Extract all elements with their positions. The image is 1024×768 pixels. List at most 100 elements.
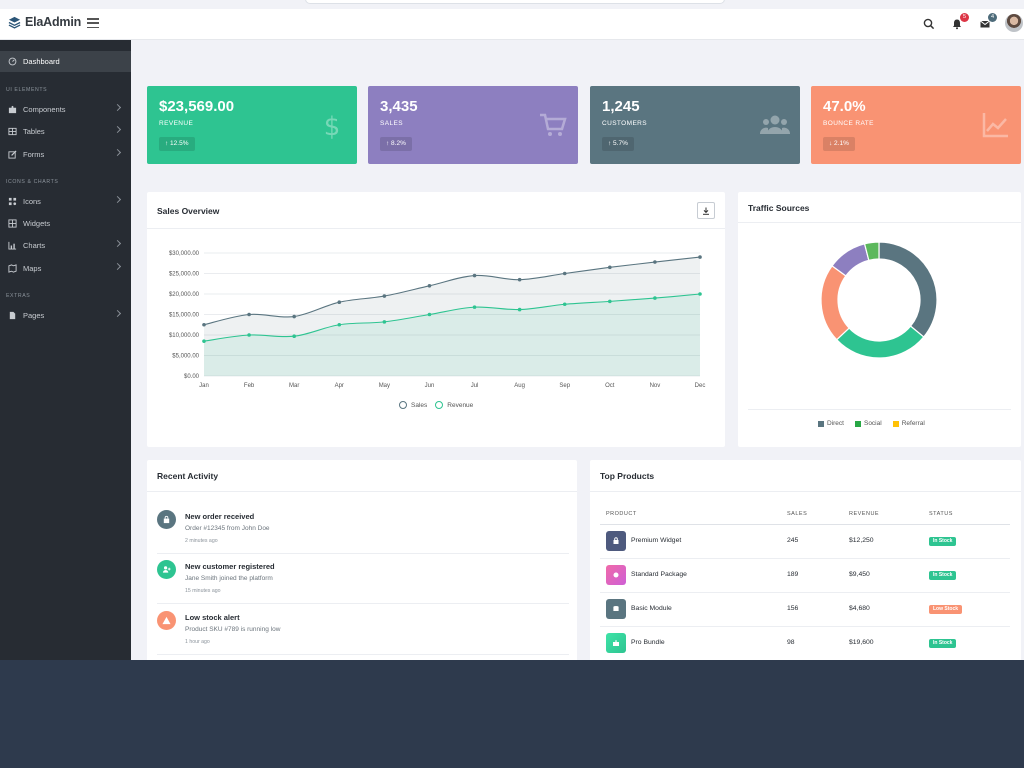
- layers-logo-icon: [8, 16, 21, 29]
- divider: [600, 626, 1010, 627]
- data-point[interactable]: [653, 260, 657, 264]
- donut-slice[interactable]: [863, 241, 880, 262]
- sidebar-item-charts[interactable]: Charts: [0, 236, 131, 254]
- sidebar-item-dashboard[interactable]: Dashboard: [0, 51, 131, 72]
- data-point[interactable]: [608, 299, 612, 304]
- chevron-right-icon: [113, 239, 122, 248]
- data-point[interactable]: [292, 314, 296, 319]
- donut-slice[interactable]: [835, 325, 925, 359]
- y-tick-label: $20,000.00: [169, 292, 200, 298]
- table-row[interactable]: Basic Module 156 $4,680 Low Stock: [600, 593, 1010, 627]
- table-row[interactable]: Standard Package 189 $9,450 In Stock: [600, 559, 1010, 593]
- product-revenue: $12,250: [849, 537, 874, 544]
- activity-desc: Jane Smith joined the platform: [185, 575, 273, 582]
- x-tick-label: Sep: [559, 383, 570, 389]
- stat-value: 3,435: [380, 98, 418, 115]
- bell-icon: [953, 19, 961, 30]
- table-row[interactable]: Premium Widget 245 $12,250 In Stock: [600, 525, 1010, 559]
- sidebar-item-tables[interactable]: Tables: [0, 122, 131, 140]
- activity-item[interactable]: New customer registered Jane Smith joine…: [157, 560, 569, 610]
- column-header-revenue: REVENUE: [849, 511, 880, 517]
- product-revenue: $4,680: [849, 605, 870, 612]
- card-divider: [147, 491, 577, 492]
- stat-change: ↑ 12.5%: [159, 137, 195, 151]
- data-point[interactable]: [517, 277, 522, 282]
- chevron-right-icon: [113, 309, 122, 318]
- donut-slice[interactable]: [820, 265, 850, 341]
- stat-card-revenue: $23,569.00 REVENUE ↑ 12.5% $: [147, 86, 357, 164]
- data-point[interactable]: [202, 322, 206, 327]
- stat-label: BOUNCE RATE: [823, 120, 874, 127]
- browser-strip: [0, 0, 1024, 9]
- sidebar-item-icons[interactable]: Icons: [0, 192, 131, 210]
- product-icon: [606, 599, 626, 619]
- x-tick-label: Mar: [289, 383, 299, 389]
- product-icon: [606, 531, 626, 551]
- sidebar-item-label: Components: [23, 104, 66, 114]
- messages-button[interactable]: 4: [978, 13, 997, 31]
- search-icon[interactable]: [922, 17, 936, 31]
- data-point[interactable]: [202, 339, 206, 343]
- menu-toggle-icon[interactable]: [87, 18, 99, 29]
- data-point[interactable]: [608, 265, 612, 270]
- y-tick-label: $15,000.00: [169, 313, 200, 319]
- nav-section-ui-elements: UI ELEMENTS: [6, 87, 48, 93]
- data-point[interactable]: [517, 307, 522, 312]
- x-tick-label: Jan: [199, 383, 209, 389]
- app-logo[interactable]: ElaAdmin: [8, 15, 81, 29]
- sidebar-item-components[interactable]: Components: [0, 100, 131, 118]
- stat-change: ↑ 5.7%: [602, 137, 634, 151]
- data-point[interactable]: [337, 322, 342, 327]
- download-icon: [703, 207, 709, 215]
- product-icon: [606, 565, 626, 585]
- data-point[interactable]: [472, 273, 477, 278]
- sidebar-item-widgets[interactable]: Widgets: [0, 214, 131, 232]
- map-icon: [7, 263, 17, 273]
- top-header: ElaAdmin 5 4: [0, 9, 1024, 40]
- data-point[interactable]: [562, 302, 567, 307]
- y-tick-label: $30,000.00: [169, 251, 200, 257]
- y-tick-label: $10,000.00: [169, 333, 200, 339]
- edit-icon: [7, 149, 17, 159]
- sales-overview-chart: $0.00 $5,000.00 $10,000.00 $15,000.00 $20,00…: [169, 251, 705, 389]
- data-point[interactable]: [698, 255, 702, 259]
- data-point[interactable]: [382, 320, 387, 324]
- sidebar-item-label: Pages: [23, 310, 45, 320]
- sidebar-item-label: Icons: [23, 196, 41, 206]
- activity-item[interactable]: Low stock alert Product SKU #789 is runn…: [157, 611, 569, 661]
- sidebar-item-forms[interactable]: Forms: [0, 145, 131, 163]
- product-sales: 98: [787, 639, 795, 646]
- main-content: $23,569.00 REVENUE ↑ 12.5% $ 3,435 SALES…: [131, 40, 1024, 660]
- data-point[interactable]: [472, 305, 477, 309]
- y-tick-label: $0.00: [184, 374, 200, 380]
- data-point[interactable]: [382, 294, 387, 298]
- data-point[interactable]: [653, 296, 657, 300]
- activity-time: 15 minutes ago: [185, 588, 221, 594]
- user-avatar[interactable]: [1005, 14, 1023, 32]
- series-area-sales: [204, 257, 700, 376]
- card-title: Recent Activity: [157, 471, 219, 481]
- data-point[interactable]: [427, 312, 432, 317]
- data-point[interactable]: [247, 312, 251, 317]
- data-point[interactable]: [337, 300, 342, 304]
- product-name: Standard Package: [631, 571, 687, 578]
- donut-slice[interactable]: [878, 241, 938, 338]
- top-products-card: Top Products PRODUCT SALES REVENUE STATU…: [590, 460, 1021, 660]
- data-point[interactable]: [247, 333, 251, 337]
- sidebar-item-maps[interactable]: Maps: [0, 259, 131, 277]
- legend-marker: [435, 401, 444, 409]
- recent-activity-card: Recent Activity New order received Order…: [147, 460, 577, 660]
- widgets-icon: [7, 218, 17, 228]
- notifications-button[interactable]: 5: [950, 13, 969, 31]
- table-row[interactable]: Pro Bundle 98 $19,600 In Stock: [600, 627, 1010, 661]
- sidebar-item-pages[interactable]: Pages: [0, 306, 131, 324]
- data-point[interactable]: [292, 334, 296, 339]
- activity-item[interactable]: New order received Order #12345 from Joh…: [157, 510, 569, 560]
- line-chart-icon: [982, 113, 1008, 138]
- divider: [157, 553, 569, 554]
- data-point[interactable]: [562, 271, 567, 276]
- stat-label: SALES: [380, 120, 403, 127]
- data-point[interactable]: [427, 284, 432, 288]
- download-button[interactable]: [697, 202, 715, 219]
- data-point[interactable]: [698, 292, 702, 296]
